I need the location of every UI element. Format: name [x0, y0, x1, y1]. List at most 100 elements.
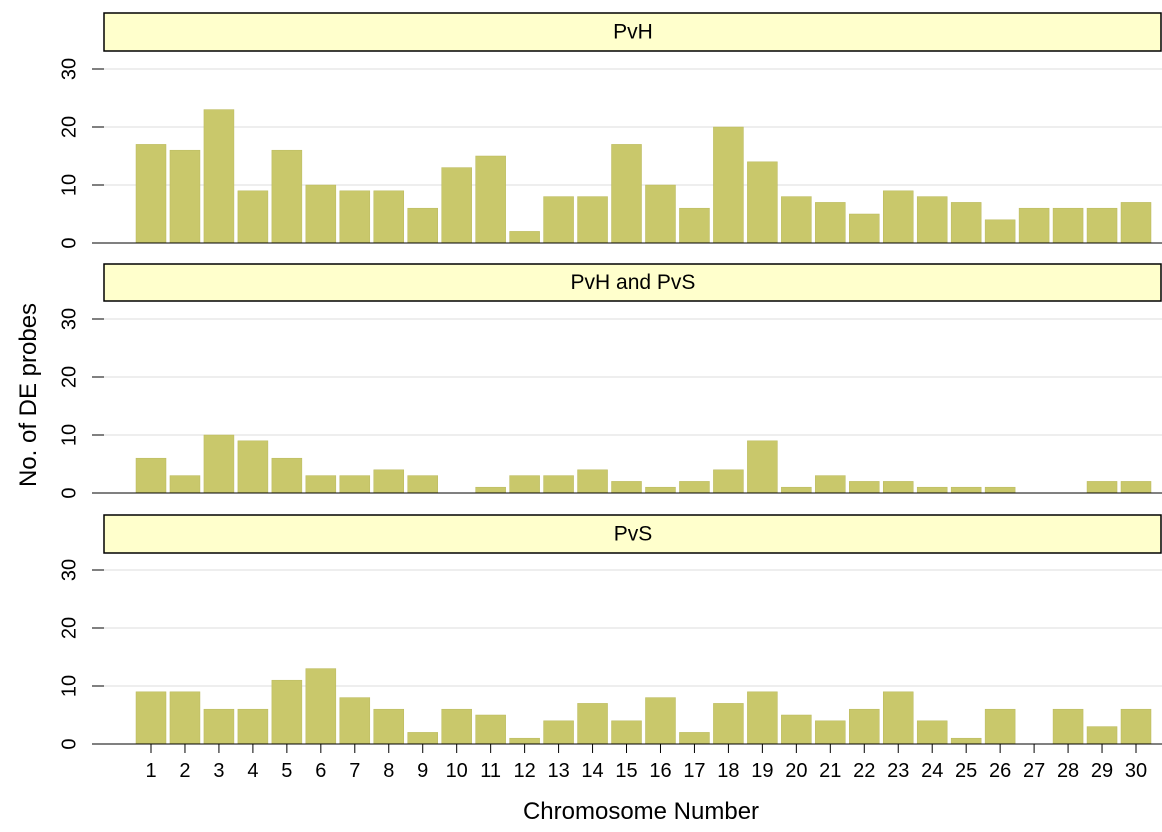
bar-pvh-1 [135, 144, 167, 244]
bar-pvh-and-pvs-5 [271, 457, 303, 494]
x-tick-label-1: 1 [145, 760, 156, 782]
x-tick-label-25: 25 [955, 760, 977, 782]
bar-pvh-17 [679, 207, 710, 244]
x-tick-label-30: 30 [1125, 760, 1147, 782]
bar-pvh-14 [577, 196, 608, 244]
bar-pvh-11 [475, 155, 506, 244]
bar-pvh-and-pvs-30 [1120, 481, 1152, 494]
y-tick-label-pvh-and-pvs-0: 0 [58, 487, 80, 498]
y-tick-label-pvh-and-pvs-30: 30 [58, 308, 80, 330]
bar-pvh-and-pvs-19 [747, 440, 778, 494]
bar-pvh-and-pvs-7 [339, 475, 371, 494]
bar-pvs-29 [1086, 726, 1118, 745]
y-tick-label-pvh-30: 30 [58, 58, 80, 80]
x-tick-label-9: 9 [417, 760, 428, 782]
x-tick-label-19: 19 [751, 760, 773, 782]
bar-pvh-16 [645, 184, 676, 244]
x-tick-label-15: 15 [615, 760, 637, 782]
x-tick-label-21: 21 [819, 760, 841, 782]
bar-pvh-3 [203, 109, 235, 244]
bar-pvh-8 [373, 190, 405, 244]
x-tick-label-8: 8 [383, 760, 394, 782]
y-tick-label-pvh-and-pvs-10: 10 [58, 424, 80, 446]
x-tick-label-16: 16 [649, 760, 671, 782]
x-tick-label-7: 7 [349, 760, 360, 782]
bar-pvh-5 [271, 149, 303, 244]
x-tick-label-27: 27 [1023, 760, 1045, 782]
y-tick-label-pvs-0: 0 [58, 738, 80, 749]
y-tick-label-pvh-0: 0 [58, 237, 80, 248]
bar-pvs-25 [950, 737, 982, 745]
strip-label-pvh: PvH [613, 21, 653, 44]
bar-pvh-24 [916, 196, 948, 244]
bar-pvs-24 [916, 720, 948, 745]
bar-pvh-and-pvs-21 [815, 475, 846, 494]
bar-pvs-4 [237, 708, 269, 745]
x-tick-label-17: 17 [683, 760, 705, 782]
x-tick-label-29: 29 [1091, 760, 1113, 782]
bar-pvh-30 [1120, 202, 1152, 244]
bar-pvh-22 [849, 213, 880, 244]
y-tick-label-pvs-10: 10 [58, 675, 80, 697]
bar-pvs-10 [441, 708, 472, 745]
y-tick-label-pvh-10: 10 [58, 174, 80, 196]
bar-pvs-14 [577, 703, 608, 745]
bar-pvs-19 [747, 691, 778, 745]
bar-pvh-and-pvs-11 [475, 486, 506, 494]
bar-pvh-26 [984, 219, 1016, 244]
x-tick-label-14: 14 [581, 760, 603, 782]
x-tick-label-11: 11 [480, 760, 501, 782]
bar-pvh-25 [950, 202, 982, 244]
bar-pvs-28 [1052, 708, 1084, 745]
bar-pvh-and-pvs-23 [882, 481, 914, 494]
y-axis-title: No. of DE probes [15, 303, 42, 487]
bar-pvh-29 [1086, 207, 1118, 244]
bar-pvh-and-pvs-9 [407, 475, 438, 494]
x-tick-label-4: 4 [247, 760, 258, 782]
bar-pvh-12 [509, 231, 540, 244]
bar-pvs-3 [203, 708, 235, 745]
strip-pvs [103, 514, 1162, 554]
y-tick-label-pvh-and-pvs-20: 20 [58, 366, 80, 388]
bar-pvs-16 [645, 697, 676, 745]
bar-pvs-9 [407, 732, 438, 745]
x-tick-label-3: 3 [213, 760, 224, 782]
bar-pvs-23 [882, 691, 914, 745]
bar-pvh-9 [407, 207, 438, 244]
bar-pvh-and-pvs-8 [373, 469, 405, 494]
bar-pvh-and-pvs-12 [509, 475, 540, 494]
x-tick-label-13: 13 [547, 760, 569, 782]
x-tick-label-5: 5 [281, 760, 292, 782]
bar-pvs-13 [543, 720, 574, 745]
bar-pvh-and-pvs-20 [781, 486, 812, 494]
bar-pvh-15 [611, 144, 642, 244]
strip-pvh-and-pvs [103, 263, 1162, 302]
strip-label-pvs: PvS [614, 523, 653, 546]
bar-pvs-22 [849, 708, 880, 745]
bar-pvh-and-pvs-1 [135, 457, 167, 494]
strip-label-pvh-and-pvs: PvH and PvS [571, 271, 696, 294]
bar-pvh-7 [339, 190, 371, 244]
x-tick-label-12: 12 [513, 760, 535, 782]
bar-pvh-and-pvs-26 [984, 486, 1016, 494]
y-tick-label-pvs-30: 30 [58, 559, 80, 581]
bar-pvh-27 [1018, 207, 1050, 244]
bar-pvh-2 [169, 149, 201, 244]
x-tick-label-22: 22 [853, 760, 875, 782]
bar-pvs-12 [509, 737, 540, 745]
x-tick-label-20: 20 [785, 760, 807, 782]
bar-pvs-2 [169, 691, 201, 745]
bar-pvh-18 [713, 126, 744, 244]
bar-pvh-and-pvs-15 [611, 481, 642, 494]
bar-pvh-and-pvs-17 [679, 481, 710, 494]
bar-pvh-and-pvs-4 [237, 440, 269, 494]
bar-pvs-26 [984, 708, 1016, 745]
bar-pvh-and-pvs-14 [577, 469, 608, 494]
x-tick-label-28: 28 [1057, 760, 1079, 782]
bar-pvs-30 [1120, 708, 1152, 745]
bar-pvh-10 [441, 167, 472, 244]
bar-pvs-6 [305, 668, 337, 745]
bar-pvs-21 [815, 720, 846, 745]
bar-pvh-28 [1052, 207, 1084, 244]
bar-pvh-and-pvs-6 [305, 475, 337, 494]
